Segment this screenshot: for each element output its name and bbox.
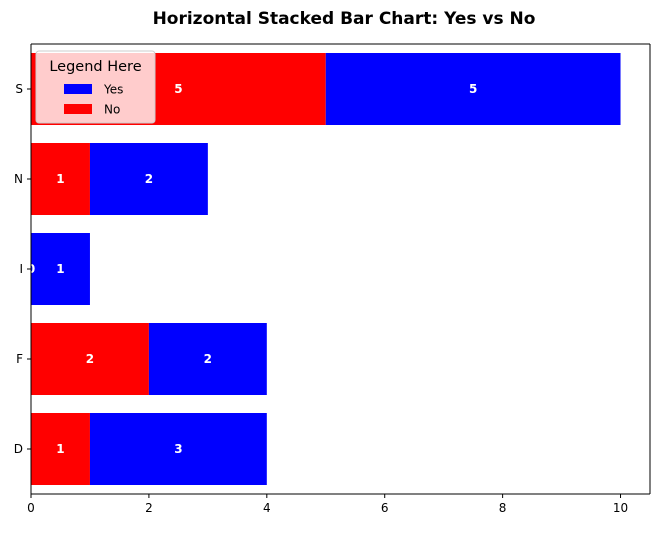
bar-label-yes-d: 3: [174, 442, 182, 456]
axes: 0 2 4 6 8 10 D F I N S: [14, 43, 651, 515]
bar-label-no-n: 1: [56, 172, 64, 186]
x-tick-label: 0: [27, 501, 35, 515]
y-tick-label: F: [16, 352, 23, 366]
bar-no-f: [31, 323, 149, 395]
x-tick-label: 2: [145, 501, 153, 515]
bar-label-no-s: 5: [174, 82, 182, 96]
bar-yes-s: [325, 53, 621, 125]
bar-no-d: [31, 413, 90, 485]
legend-title: Legend Here: [49, 59, 141, 75]
x-tick-label: 6: [381, 501, 389, 515]
bar-yes-f: [148, 323, 267, 395]
legend-swatch-no: [64, 104, 92, 114]
bar-yes-d: [89, 413, 267, 485]
bar-no-n: [31, 143, 90, 215]
bar-label-no-f: 2: [86, 352, 94, 366]
bar-label-yes-f: 2: [204, 352, 212, 366]
bar-yes-n: [89, 143, 208, 215]
bar-label-no-d: 1: [56, 442, 64, 456]
bar-label-yes-s: 5: [469, 82, 477, 96]
bar-label-yes-i: 1: [56, 262, 64, 276]
bar-label-yes-n: 2: [145, 172, 153, 186]
legend-swatch-yes: [64, 84, 92, 94]
x-tick-label: 4: [263, 501, 271, 515]
y-tick-label: N: [14, 172, 23, 186]
y-tick-label: D: [14, 442, 23, 456]
x-tick-label: 10: [613, 501, 628, 515]
bar-yes-i: [31, 233, 90, 305]
legend: Legend Here Yes No: [35, 50, 156, 124]
legend-label-yes: Yes: [103, 83, 123, 97]
legend-label-no: No: [104, 103, 120, 117]
x-tick-label: 8: [499, 501, 507, 515]
chart-title: Horizontal Stacked Bar Chart: Yes vs No: [153, 9, 536, 29]
y-tick-label: S: [15, 82, 23, 96]
y-tick-label: I: [19, 262, 23, 276]
